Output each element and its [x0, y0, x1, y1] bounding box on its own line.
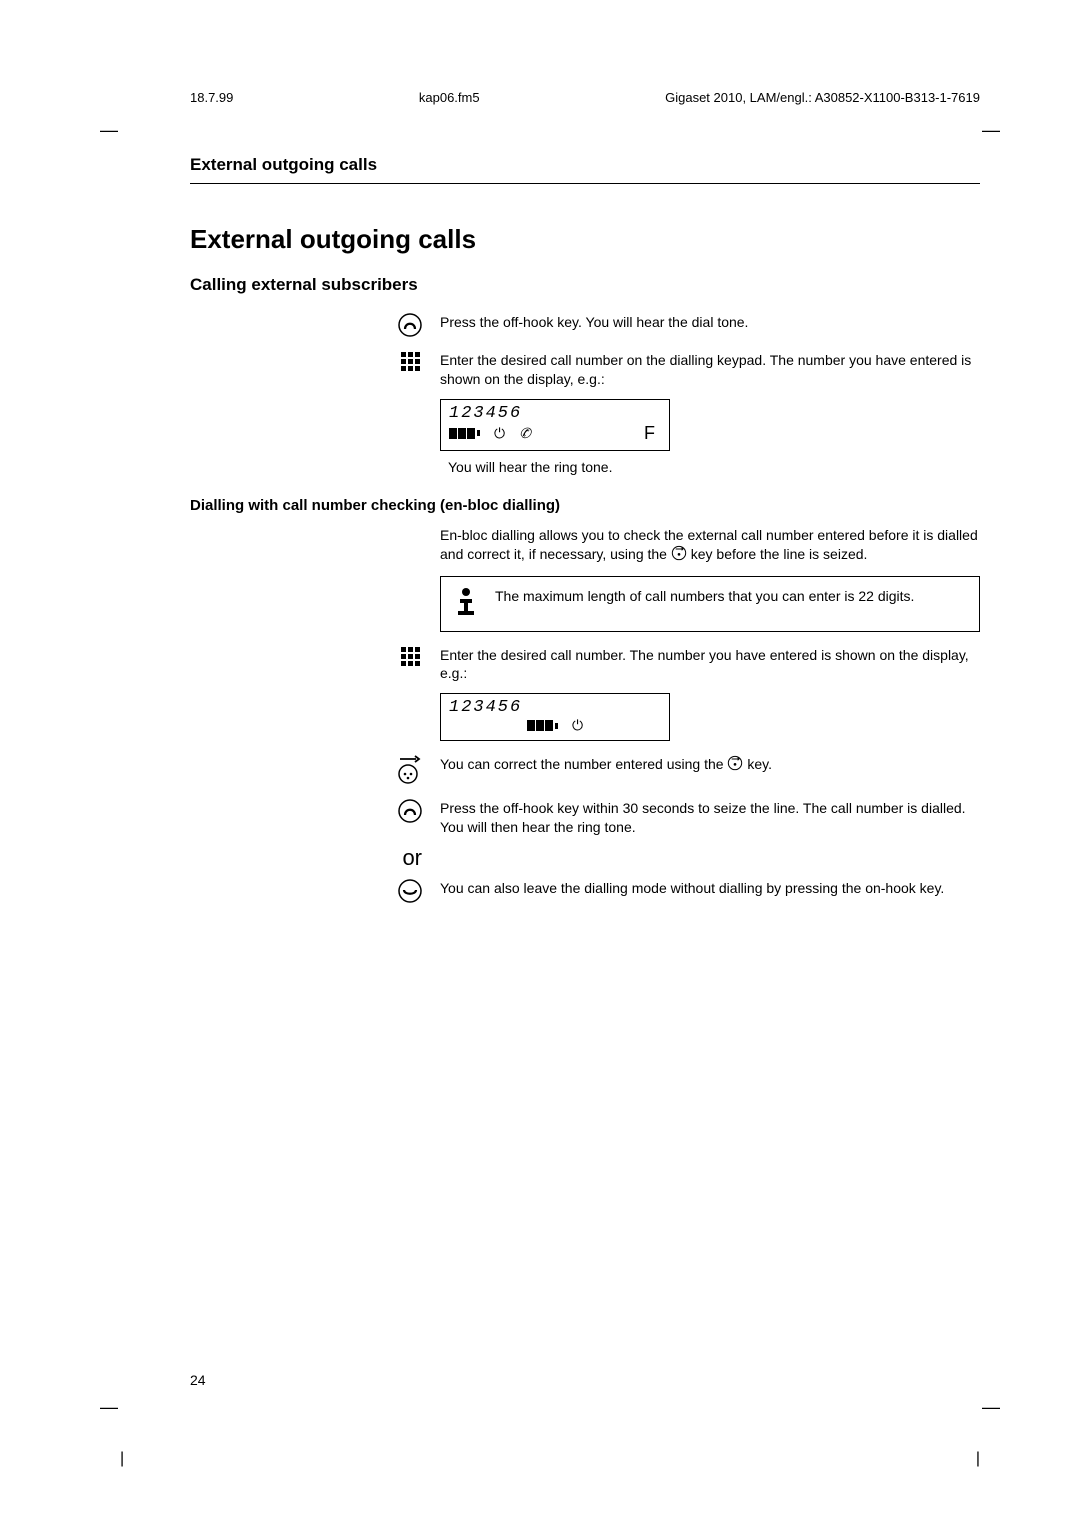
lcd-display-2: 123456 ⏻ — [440, 693, 670, 741]
step-offhook-text: Press the off-hook key. You will hear th… — [440, 313, 980, 332]
subsection-calling: Calling external subscribers — [190, 275, 980, 295]
redial-key-icon — [190, 755, 440, 789]
running-head: External outgoing calls — [190, 155, 980, 184]
battery-icon-2 — [527, 720, 558, 731]
note-text: The maximum length of call numbers that … — [495, 587, 914, 606]
correct-b: key. — [743, 757, 772, 773]
lcd1-f: F — [644, 423, 661, 444]
power-icon: ⏻ — [494, 425, 505, 442]
meta-file: kap06.fm5 — [419, 90, 480, 105]
handset-small-icon: ✆ — [519, 425, 531, 442]
lcd2-number: 123456 — [449, 698, 661, 717]
power-icon-2: ⏻ — [572, 717, 583, 734]
keypad-icon-2 — [190, 646, 440, 672]
meta-docid: Gigaset 2010, LAM/engl.: A30852-X1100-B3… — [665, 90, 980, 105]
tick-bl: | — [120, 1450, 124, 1468]
crop-mark-tl: — — [100, 120, 118, 141]
onhook-text: You can also leave the dialling mode wit… — [440, 879, 980, 898]
ring-tone-text: You will hear the ring tone. — [448, 459, 980, 475]
meta-date: 18.7.99 — [190, 90, 233, 105]
or-label: or — [190, 847, 440, 869]
enbloc-enter-text: Enter the desired call number. The numbe… — [440, 646, 980, 684]
header-meta: 18.7.99 kap06.fm5 Gigaset 2010, LAM/engl… — [190, 90, 980, 105]
subsection-enbloc: Dialling with call number checking (en-b… — [190, 497, 980, 514]
enbloc-intro: En-bloc dialling allows you to check the… — [440, 526, 980, 566]
page-number: 24 — [190, 1372, 206, 1388]
onhook-key-icon — [190, 879, 440, 907]
enbloc-intro-b: key before the line is seized. — [687, 546, 868, 562]
redial-key-icon-inline-2 — [727, 755, 743, 776]
crop-mark-br: — — [982, 1397, 1000, 1418]
offhook-key-icon-2 — [190, 799, 440, 827]
note-info-icon — [453, 587, 479, 621]
crop-mark-bl: — — [100, 1397, 118, 1418]
offhook30-text: Press the off-hook key within 30 seconds… — [440, 799, 980, 837]
offhook-key-icon — [190, 313, 440, 341]
tick-br: | — [976, 1450, 980, 1468]
lcd-display-1: 123456 ⏻ ✆ F — [440, 399, 670, 451]
lcd1-number: 123456 — [449, 404, 661, 423]
battery-icon — [449, 428, 480, 439]
correct-a: You can correct the number entered using… — [440, 757, 727, 773]
section-title: External outgoing calls — [190, 224, 980, 255]
redial-key-icon-inline — [671, 545, 687, 566]
crop-mark-tr: — — [982, 120, 1000, 141]
note-box: The maximum length of call numbers that … — [440, 576, 980, 632]
step-enter-number-text: Enter the desired call number on the dia… — [440, 351, 980, 389]
keypad-icon — [190, 351, 440, 377]
correct-text: You can correct the number entered using… — [440, 755, 980, 776]
